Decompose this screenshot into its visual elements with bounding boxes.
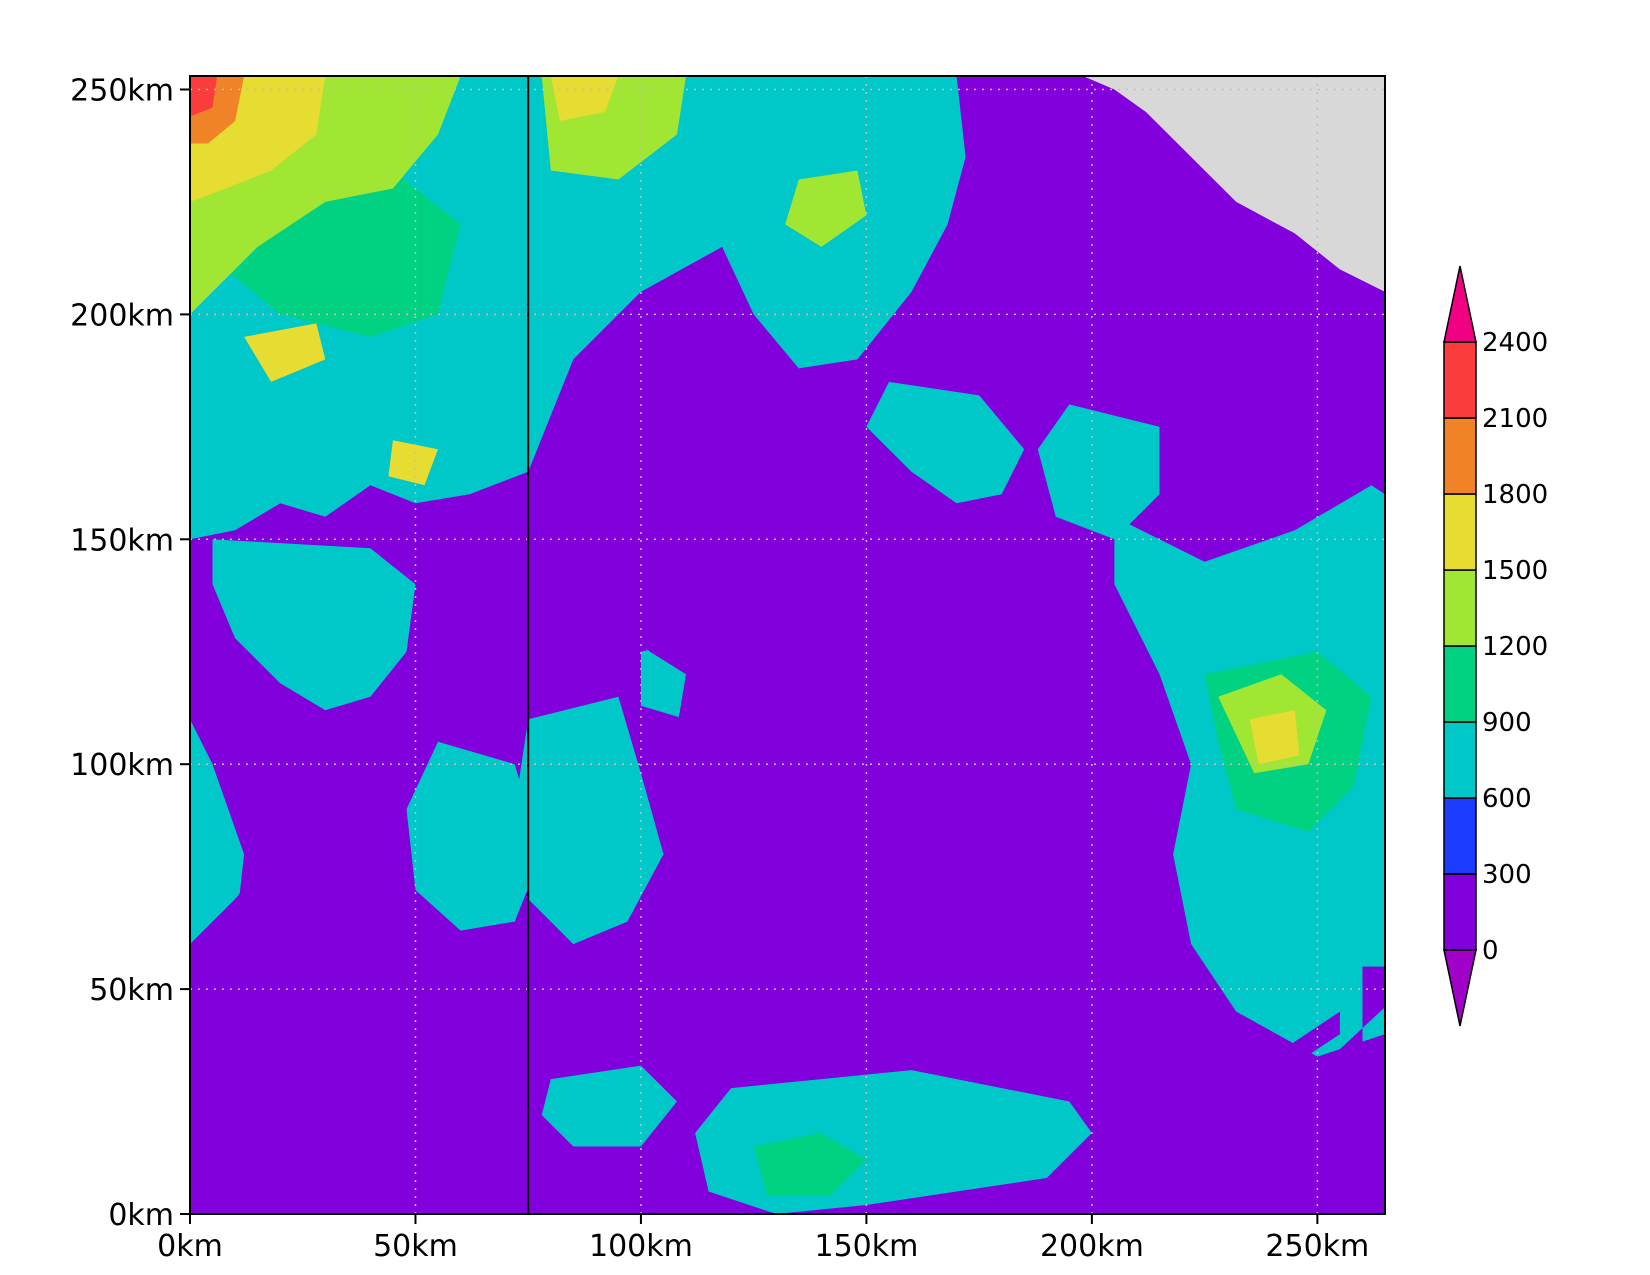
- elevation-region-8: [866, 381, 1025, 504]
- colorbar-segment-5: [1443, 493, 1477, 571]
- colorbar-label-4: 1200: [1482, 632, 1548, 662]
- elevation-region-19: [785, 170, 867, 247]
- elevation-region-23: [388, 440, 438, 486]
- x-tick-label-3: 150km: [814, 1229, 918, 1264]
- y-tick-label-5: 250km: [70, 73, 174, 108]
- colorbar-segment-2: [1443, 721, 1477, 799]
- colorbar-label-1: 300: [1482, 860, 1532, 890]
- colorbar-extend-low: [1443, 949, 1477, 1027]
- elevation-region-22: [244, 323, 326, 382]
- colorbar-extend-high: [1443, 265, 1477, 343]
- colorbar-segment-1: [1443, 797, 1477, 875]
- elevation-region-24: [1249, 710, 1300, 765]
- x-tick-label-2: 100km: [589, 1229, 693, 1264]
- elevation-regions: [190, 76, 1385, 1214]
- x-tick-label-0: 0km: [157, 1229, 223, 1264]
- elevation-region-30: [190, 854, 281, 1012]
- elevation-region-29: [190, 998, 619, 1133]
- colorbar-segment-7: [1443, 341, 1477, 419]
- y-axis: 0km 50km 100km 150km 200km 250km: [70, 73, 190, 1233]
- elevation-region-31: [190, 1133, 461, 1214]
- grid-lines: [190, 76, 1385, 1214]
- elevation-region-12: [190, 719, 245, 945]
- elevation-region-3: [212, 539, 416, 711]
- elevation-region-21: [550, 76, 619, 121]
- colorbar-label-6: 1800: [1482, 480, 1548, 510]
- colorbar: 0 300 600 900 1200 1500 1800 2100 2400: [1443, 265, 1548, 1027]
- elevation-region-5: [406, 741, 542, 931]
- y-tick-label-0: 0km: [108, 1198, 174, 1233]
- missing-region-0: [1082, 76, 1385, 292]
- colorbar-segment-3: [1443, 645, 1477, 723]
- y-tick-label-3: 150km: [70, 523, 174, 558]
- x-tick-label-4: 200km: [1040, 1229, 1144, 1264]
- missing-data-regions: [1082, 76, 1385, 292]
- colorbar-label-3: 900: [1482, 708, 1532, 738]
- elevation-region-6: [514, 696, 664, 945]
- y-tick-label-2: 100km: [70, 748, 174, 783]
- colorbar-label-7: 2100: [1482, 404, 1548, 434]
- plot-area: [189, 75, 1386, 1215]
- elevation-region-15: [753, 1133, 867, 1196]
- elevation-region-26: [190, 76, 218, 117]
- colorbar-label-0: 0: [1482, 936, 1499, 966]
- x-tick-label-5: 250km: [1265, 1229, 1369, 1264]
- colorbar-segment-4: [1443, 569, 1477, 647]
- colorbar-label-8: 2400: [1482, 328, 1548, 358]
- y-tick-label-4: 200km: [70, 298, 174, 333]
- colorbar-segment-6: [1443, 417, 1477, 495]
- elevation-region-28: [541, 530, 1385, 1214]
- x-tick-label-1: 50km: [373, 1229, 458, 1264]
- colorbar-label-5: 1500: [1482, 556, 1548, 586]
- plot-frame: [189, 75, 1386, 1215]
- elevation-region-11: [541, 1065, 677, 1147]
- colorbar-label-2: 600: [1482, 784, 1532, 814]
- y-tick-label-1: 50km: [89, 973, 174, 1008]
- elevation-region-9: [1037, 404, 1160, 540]
- x-axis: 0km 50km 100km 150km 200km 250km: [157, 1214, 1369, 1264]
- colorbar-segment-0: [1443, 873, 1477, 951]
